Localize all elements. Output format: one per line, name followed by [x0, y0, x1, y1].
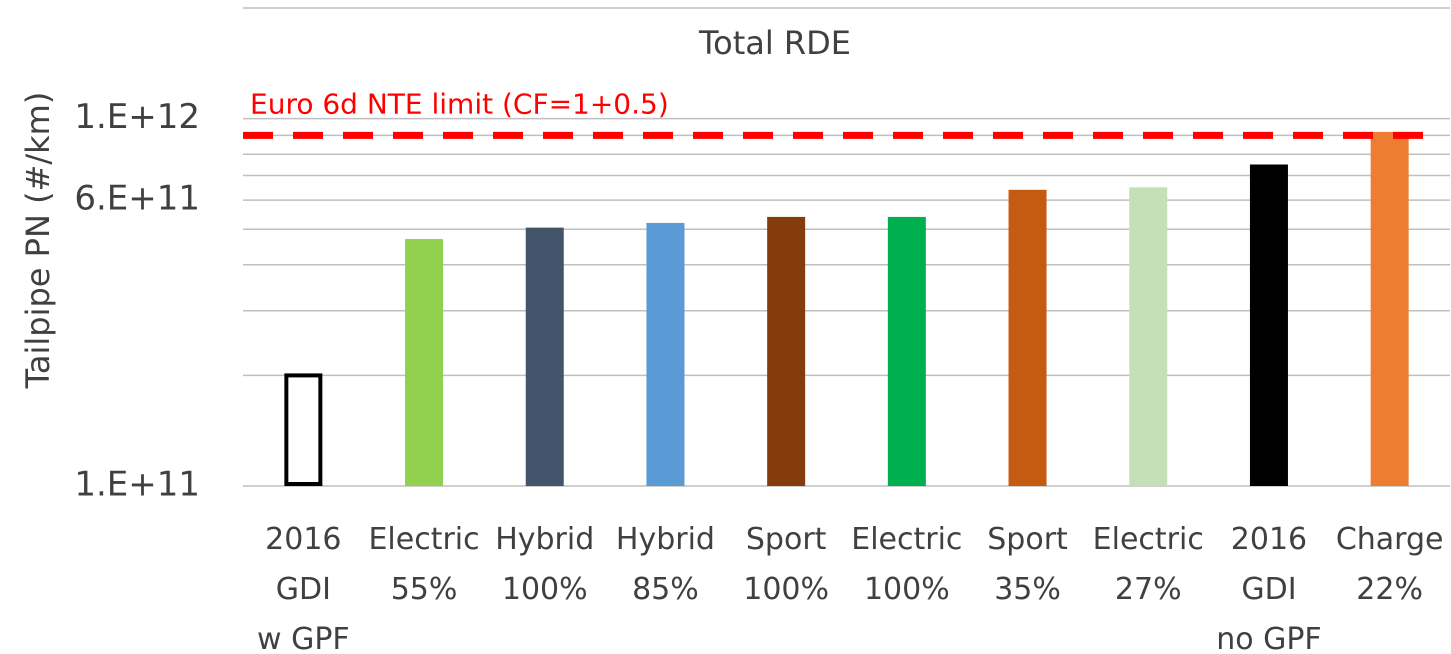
- x-tick-label: Electric 100%: [851, 522, 962, 607]
- x-tick-line: Hybrid: [616, 522, 715, 557]
- x-tick-line: GDI: [1241, 572, 1296, 607]
- x-tick-line: 22%: [1356, 572, 1423, 607]
- x-tick-line: GDI: [276, 572, 331, 607]
- x-tick-line: 100%: [864, 572, 950, 607]
- x-tick-label: 2016 GDI no GPF: [1216, 522, 1322, 654]
- bar: [646, 222, 685, 486]
- x-tick-line: 35%: [994, 572, 1061, 607]
- x-tick-line: 85%: [632, 572, 699, 607]
- x-tick-line: 2016: [265, 522, 341, 557]
- x-tick-label: Sport 100%: [743, 522, 829, 607]
- x-tick-line: Electric: [368, 522, 479, 557]
- x-tick-line: Electric: [1093, 522, 1204, 557]
- y-tick-label: 6.E+11: [74, 179, 200, 219]
- x-tick-line: 27%: [1115, 572, 1182, 607]
- bar: [1129, 187, 1168, 486]
- y-tick-label: 1.E+12: [74, 97, 200, 137]
- x-tick-label: Electric 27%: [1093, 522, 1204, 607]
- x-tick-label: Electric 55%: [368, 522, 479, 607]
- x-tick-label: Hybrid 100%: [495, 522, 594, 607]
- bar: [1008, 189, 1047, 486]
- x-tick-line: w GPF: [257, 622, 350, 654]
- bar: [405, 239, 444, 486]
- bar: [887, 216, 926, 486]
- x-tick-line: 55%: [391, 572, 458, 607]
- chart-title: Total RDE: [698, 24, 851, 62]
- x-tick-label: Sport 35%: [987, 522, 1068, 607]
- bar: [767, 216, 806, 486]
- x-tick-line: Charge: [1336, 522, 1444, 557]
- x-tick-label: Charge 22%: [1336, 522, 1444, 607]
- bar: [284, 373, 323, 486]
- bar: [1370, 131, 1409, 486]
- x-tick-line: Sport: [746, 522, 827, 557]
- bar: [525, 227, 564, 486]
- x-tick-label: 2016 GDI w GPF: [257, 522, 350, 654]
- y-tick-label: 1.E+11: [74, 465, 200, 505]
- x-tick-label: Hybrid 85%: [616, 522, 715, 607]
- x-tick-line: no GPF: [1216, 622, 1322, 654]
- bar: [1249, 164, 1288, 486]
- y-axis-label: Tailpipe PN (#/km): [19, 92, 57, 390]
- x-tick-line: Sport: [987, 522, 1068, 557]
- x-tick-line: Electric: [851, 522, 962, 557]
- x-tick-line: 100%: [743, 572, 829, 607]
- x-tick-line: 100%: [502, 572, 588, 607]
- x-tick-line: Hybrid: [495, 522, 594, 557]
- x-tick-line: 2016: [1231, 522, 1307, 557]
- reference-label: Euro 6d NTE limit (CF=1+0.5): [250, 87, 669, 120]
